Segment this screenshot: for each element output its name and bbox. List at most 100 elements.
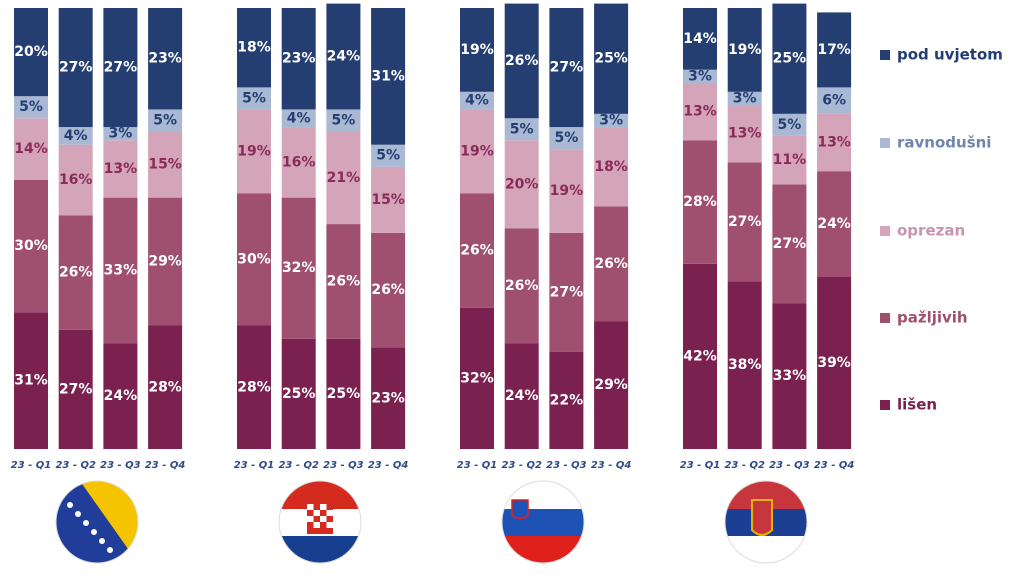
bar-segment: [371, 347, 406, 449]
bar-segment: [281, 127, 316, 198]
x-tick-label: 23 - Q1: [11, 460, 52, 471]
legend-swatch: [880, 50, 890, 60]
value-label: 16%: [282, 154, 316, 170]
bar-segment: [58, 144, 93, 216]
bar-segment: [772, 113, 807, 136]
value-label: 4%: [287, 110, 311, 126]
value-label: 18%: [594, 159, 628, 175]
bar-segment: [58, 329, 93, 449]
value-label: 20%: [14, 44, 48, 60]
value-label: 13%: [817, 135, 851, 151]
value-label: 23%: [282, 51, 316, 67]
value-label: 22%: [550, 392, 584, 408]
value-label: 28%: [148, 379, 182, 395]
bar-segment: [103, 127, 138, 141]
x-tick-label: 23 - Q3: [546, 460, 587, 471]
value-label: 5%: [376, 148, 400, 164]
legend-label: lišen: [897, 396, 937, 414]
value-label: 24%: [327, 49, 361, 65]
bar-segment: [281, 109, 316, 128]
bar-segment: [148, 325, 183, 449]
bar-segment: [683, 82, 717, 141]
bar-segment: [460, 109, 494, 194]
bar-segment: [727, 8, 762, 92]
value-label: 23%: [371, 390, 405, 406]
value-label: 5%: [242, 90, 266, 106]
value-label: 28%: [683, 194, 717, 210]
value-label: 25%: [282, 386, 316, 402]
bar-segment: [594, 113, 629, 128]
legend-swatch: [880, 226, 890, 236]
x-tick-label: 23 - Q3: [100, 460, 141, 471]
bar-segment: [237, 325, 271, 449]
value-label: 21%: [327, 170, 361, 186]
bar-segment: [549, 149, 584, 233]
bar-segment: [772, 3, 807, 114]
value-label: 32%: [282, 260, 316, 276]
bar-segment: [237, 8, 271, 88]
bar-segment: [58, 215, 93, 330]
bar-segment: [371, 232, 406, 348]
value-label: 26%: [594, 256, 628, 272]
value-label: 4%: [465, 93, 489, 109]
value-label: 15%: [148, 157, 182, 173]
value-label: 19%: [237, 143, 271, 159]
bar-segment: [103, 197, 138, 344]
x-tick-label: 23 - Q2: [278, 460, 319, 471]
value-label: 30%: [237, 251, 271, 267]
value-label: 31%: [14, 373, 48, 389]
bar-segment: [237, 109, 271, 194]
x-tick-label: 23 - Q1: [234, 460, 275, 471]
bar-segment: [683, 69, 717, 83]
bar-segment: [148, 8, 183, 110]
bar-segment: [58, 8, 93, 128]
legend-swatch: [880, 400, 890, 410]
value-label: 25%: [327, 386, 361, 402]
bar-segment: [326, 224, 361, 339]
flag-bosnia: [56, 481, 138, 563]
x-tick-label: 23 - Q4: [591, 460, 632, 471]
bar-segment: [58, 127, 93, 145]
bar-segment: [727, 281, 762, 449]
bar-segment: [594, 3, 629, 114]
x-tick-label: 23 - Q4: [814, 460, 855, 471]
bar-segment: [103, 8, 138, 128]
bar-segment: [549, 232, 584, 352]
value-label: 3%: [733, 90, 757, 106]
legend-label: ravnodušni: [897, 134, 991, 152]
value-label: 27%: [550, 60, 584, 76]
bar-segment: [549, 8, 584, 128]
bar-segment: [371, 8, 406, 145]
value-label: 6%: [822, 93, 846, 109]
value-label: 32%: [460, 370, 494, 386]
value-label: 39%: [817, 355, 851, 371]
value-label: 3%: [109, 126, 133, 142]
value-label: 14%: [14, 141, 48, 157]
value-label: 5%: [555, 130, 579, 146]
bar-segment: [594, 321, 629, 449]
value-label: 27%: [773, 236, 807, 252]
value-label: 16%: [59, 172, 93, 188]
value-label: 18%: [237, 40, 271, 56]
value-label: 29%: [148, 254, 182, 270]
bar-segment: [326, 109, 361, 132]
bar-segment: [460, 8, 494, 92]
x-tick-label: 23 - Q4: [145, 460, 186, 471]
legend-label: oprezan: [897, 222, 965, 240]
value-label: 24%: [505, 388, 539, 404]
bar-segment: [772, 135, 807, 185]
bar-segment: [371, 144, 406, 167]
value-label: 20%: [505, 176, 539, 192]
bar-segment: [594, 127, 629, 207]
value-label: 4%: [64, 128, 88, 144]
value-label: 38%: [728, 357, 762, 373]
bar-segment: [817, 87, 852, 114]
x-tick-label: 23 - Q1: [680, 460, 721, 471]
value-label: 27%: [104, 60, 138, 76]
value-label: 31%: [371, 68, 405, 84]
value-label: 23%: [148, 51, 182, 67]
bar-segment: [817, 277, 852, 449]
bar-segment: [504, 228, 539, 344]
value-label: 3%: [688, 68, 712, 84]
bar-segment: [727, 91, 762, 106]
